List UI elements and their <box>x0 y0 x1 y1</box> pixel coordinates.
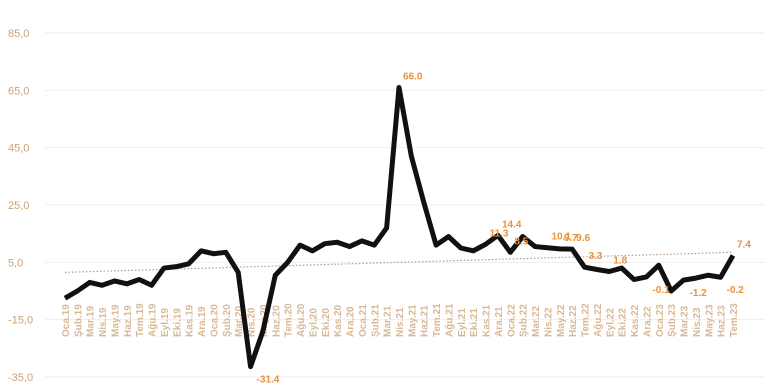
data-label: 3.3 <box>589 251 603 262</box>
y-tick-label: 45,0 <box>8 143 29 155</box>
x-tick-label: Ara.21 <box>494 306 505 337</box>
x-tick-label: Oca.21 <box>358 304 369 337</box>
trendline <box>64 251 734 273</box>
x-tick-label: Tem.23 <box>729 303 740 337</box>
x-tick-label: Eyl.22 <box>605 308 616 337</box>
x-tick-label: Mar.21 <box>383 305 394 337</box>
data-label: 9.7 <box>564 233 578 244</box>
x-tick-label: Ara.19 <box>197 306 208 337</box>
x-tick-label: Haz.23 <box>717 305 728 337</box>
data-label: 1.8 <box>613 256 627 267</box>
y-tick-label: -15,0 <box>8 315 33 327</box>
data-label: 66.0 <box>403 71 423 82</box>
x-tick-label: Eyl.20 <box>308 308 319 337</box>
x-tick-label: Tem.19 <box>135 303 146 337</box>
x-tick-label: Eki.22 <box>618 308 629 337</box>
x-tick-label: Haz.20 <box>271 305 282 337</box>
data-label: -0.1 <box>652 285 670 296</box>
y-tick-label: 5,0 <box>8 257 23 269</box>
data-label: 8.5 <box>514 236 528 247</box>
data-label: 10.1 <box>551 232 571 243</box>
x-tick-label: Haz.22 <box>568 305 579 337</box>
x-tick-label: Oca.22 <box>506 304 517 337</box>
x-tick-label: May.23 <box>704 304 715 337</box>
x-tick-label: Nis.20 <box>247 307 258 337</box>
x-tick-label: Oca.23 <box>655 304 666 337</box>
x-tick-label: Ağu.19 <box>148 303 159 337</box>
data-label: 11.3 <box>490 228 509 239</box>
x-tick-label: Oca.19 <box>61 304 72 337</box>
x-tick-label: Tem.20 <box>284 303 295 337</box>
x-tick-label: May.19 <box>110 304 121 337</box>
x-tick-label: Şub.23 <box>667 304 678 337</box>
data-label: 7.4 <box>737 239 751 250</box>
data-label: 9.6 <box>576 233 590 244</box>
x-tick-label: Mar.19 <box>86 305 97 337</box>
y-tick-label: -35,0 <box>8 372 33 384</box>
x-tick-label: May.21 <box>407 304 418 337</box>
x-tick-label: Haz.19 <box>123 305 134 337</box>
x-tick-label: Kas.20 <box>333 304 344 337</box>
x-tick-label: Eki.19 <box>172 308 183 337</box>
x-tick-label: Mar.23 <box>680 305 691 337</box>
x-tick-label: Kas.21 <box>482 304 493 337</box>
y-tick-label: 65,0 <box>8 85 29 97</box>
x-tick-label: Ağu.22 <box>593 303 604 337</box>
x-tick-label: Ağu.21 <box>444 303 455 337</box>
data-label: -31.4 <box>257 375 280 386</box>
x-tick-label: Mar.20 <box>234 305 245 337</box>
x-tick-label: Şub.22 <box>519 304 530 337</box>
x-tick-label: Eki.21 <box>469 308 480 337</box>
x-tick-label: Kas.22 <box>630 304 641 337</box>
x-tick-label: Eyl.21 <box>457 308 468 337</box>
y-tick-label: 25,0 <box>8 200 29 212</box>
x-tick-label: Oca.20 <box>209 304 220 337</box>
x-tick-label: May.22 <box>556 304 567 337</box>
y-tick-label: 85,0 <box>8 28 29 40</box>
x-tick-label: Şub.20 <box>222 304 233 337</box>
x-tick-label: Kas.19 <box>185 304 196 337</box>
x-tick-label: Nis.19 <box>98 307 109 337</box>
x-tick-label: Ara.20 <box>346 306 357 337</box>
x-tick-label: Haz.21 <box>420 305 431 337</box>
x-tick-label: Ara.22 <box>642 306 653 337</box>
data-label: -0.2 <box>727 285 745 296</box>
x-tick-label: Mar.22 <box>531 305 542 337</box>
data-line <box>63 84 736 370</box>
x-tick-label: Nis.23 <box>692 307 703 337</box>
x-tick-label: Şub.21 <box>370 304 381 337</box>
x-tick-label: Nis.21 <box>395 307 406 337</box>
x-tick-label: Tem.21 <box>432 303 443 337</box>
x-tick-label: Nis.22 <box>543 307 554 337</box>
x-tick-label: Eyl.19 <box>160 308 171 337</box>
data-label: -1.2 <box>690 288 708 299</box>
x-tick-label: Ağu.20 <box>296 303 307 337</box>
x-tick-label: Tem.22 <box>581 303 592 337</box>
x-tick-label: Eki.20 <box>321 308 332 337</box>
x-tick-label: Şub.19 <box>73 304 84 337</box>
data-label: 14.4 <box>502 219 522 230</box>
